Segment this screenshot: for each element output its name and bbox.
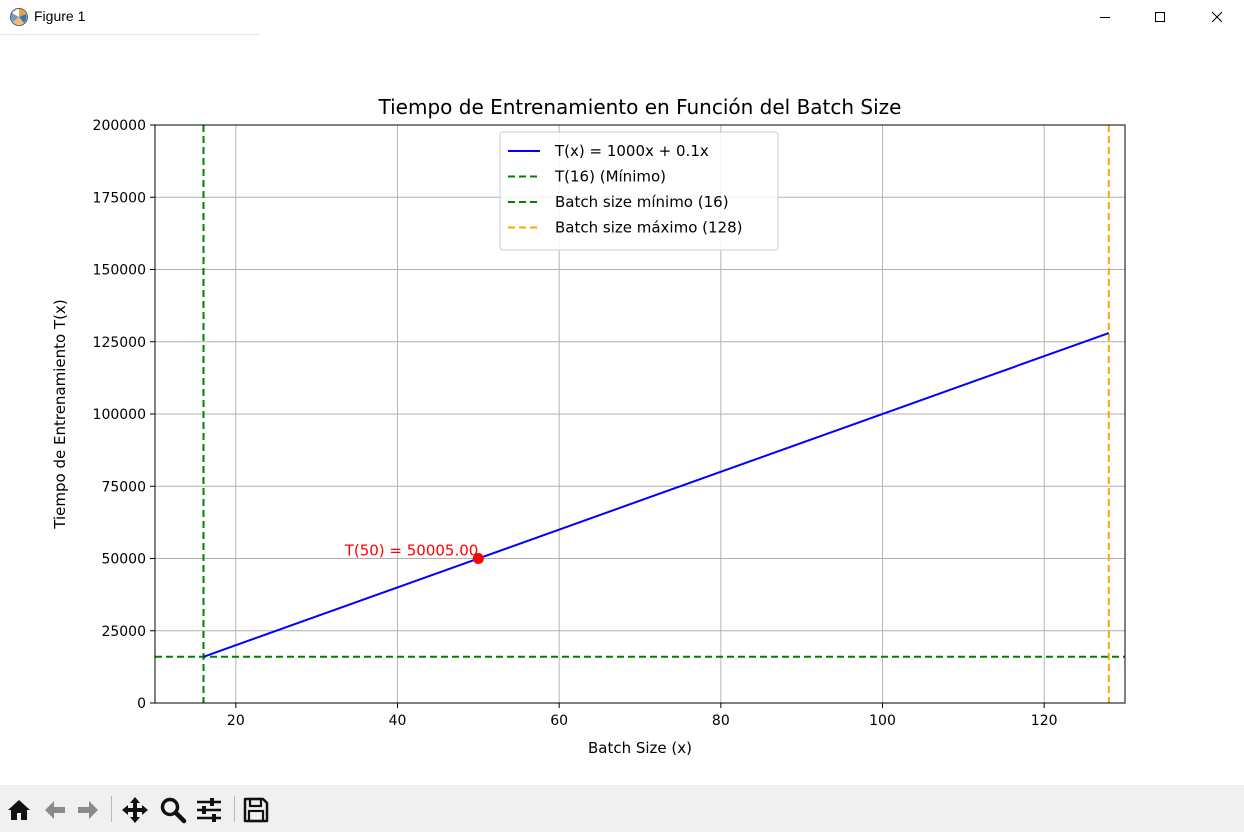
floppy-disk-icon bbox=[243, 797, 269, 823]
save-button[interactable] bbox=[241, 795, 271, 825]
chart-title: Tiempo de Entrenamiento en Función del B… bbox=[378, 95, 902, 119]
pan-button[interactable] bbox=[120, 795, 150, 825]
y-tick-label: 200000 bbox=[93, 118, 146, 134]
home-button[interactable] bbox=[4, 795, 34, 825]
arrow-left-icon bbox=[45, 801, 65, 819]
minimize-button[interactable] bbox=[1082, 0, 1128, 34]
matplotlib-logo-icon bbox=[10, 8, 28, 26]
toolbar-separator bbox=[234, 796, 235, 822]
legend: T(x) = 1000x + 0.1x T(16) (Mínimo) Batch s… bbox=[499, 131, 779, 251]
y-tick-label: 150000 bbox=[93, 263, 146, 279]
toolbar-separator bbox=[111, 796, 112, 822]
point-annotation: T(50) = 50005.00 bbox=[344, 541, 479, 559]
axis-ticks: 20 40 60 80 100 120 0 25000 50000 75000 100000 1250… bbox=[93, 118, 1058, 729]
y-tick-label: 50000 bbox=[101, 552, 146, 568]
y-tick-label: 25000 bbox=[101, 624, 146, 640]
y-tick-label: 175000 bbox=[93, 190, 146, 206]
minimize-icon bbox=[1100, 17, 1110, 18]
maximize-icon bbox=[1155, 12, 1165, 22]
magnifier-icon bbox=[160, 797, 187, 824]
move-icon bbox=[122, 797, 148, 823]
x-axis-label: Batch Size (x) bbox=[588, 739, 692, 757]
figure-canvas[interactable]: 20 40 60 80 100 120 0 25000 50000 75000 100000 1250… bbox=[0, 35, 1244, 785]
y-tick-label: 125000 bbox=[93, 335, 146, 351]
close-button[interactable] bbox=[1194, 0, 1240, 34]
x-tick-label: 20 bbox=[227, 713, 245, 729]
reference-lines bbox=[155, 125, 1125, 703]
x-tick-label: 40 bbox=[389, 713, 407, 729]
sliders-icon bbox=[197, 798, 221, 822]
arrow-right-icon bbox=[78, 801, 98, 819]
close-icon bbox=[1211, 11, 1223, 23]
y-tick-label: 75000 bbox=[101, 479, 146, 495]
legend-entry-label: Batch size mínimo (16) bbox=[555, 193, 729, 211]
y-tick-label: 100000 bbox=[93, 407, 146, 423]
y-tick-label: 0 bbox=[137, 696, 146, 712]
chart: 20 40 60 80 100 120 0 25000 50000 75000 100000 1250… bbox=[51, 95, 1126, 757]
x-tick-label: 100 bbox=[869, 713, 896, 729]
x-tick-label: 120 bbox=[1031, 713, 1058, 729]
y-axis-label: Tiempo de Entrenamiento T(x) bbox=[51, 299, 69, 529]
navigation-toolbar bbox=[0, 785, 1244, 832]
legend-entry-label: T(x) = 1000x + 0.1x bbox=[554, 142, 709, 160]
maximize-button[interactable] bbox=[1137, 0, 1183, 34]
forward-button[interactable] bbox=[73, 795, 103, 825]
legend-box bbox=[499, 131, 779, 251]
window-title: Figure 1 bbox=[34, 8, 86, 24]
configure-subplots-button[interactable] bbox=[194, 795, 224, 825]
highlight-point bbox=[472, 552, 484, 564]
legend-entry-label: T(16) (Mínimo) bbox=[554, 168, 666, 186]
series-lines bbox=[203, 332, 1110, 658]
x-tick-label: 60 bbox=[550, 713, 568, 729]
home-icon bbox=[8, 800, 30, 820]
line-series-0 bbox=[203, 332, 1110, 658]
x-tick-label: 80 bbox=[712, 713, 730, 729]
window-title-bar: Figure 1 bbox=[0, 0, 1244, 35]
legend-entry-label: Batch size máximo (128) bbox=[555, 219, 742, 237]
title-divider bbox=[0, 34, 260, 35]
back-button[interactable] bbox=[40, 795, 70, 825]
zoom-button[interactable] bbox=[158, 795, 188, 825]
